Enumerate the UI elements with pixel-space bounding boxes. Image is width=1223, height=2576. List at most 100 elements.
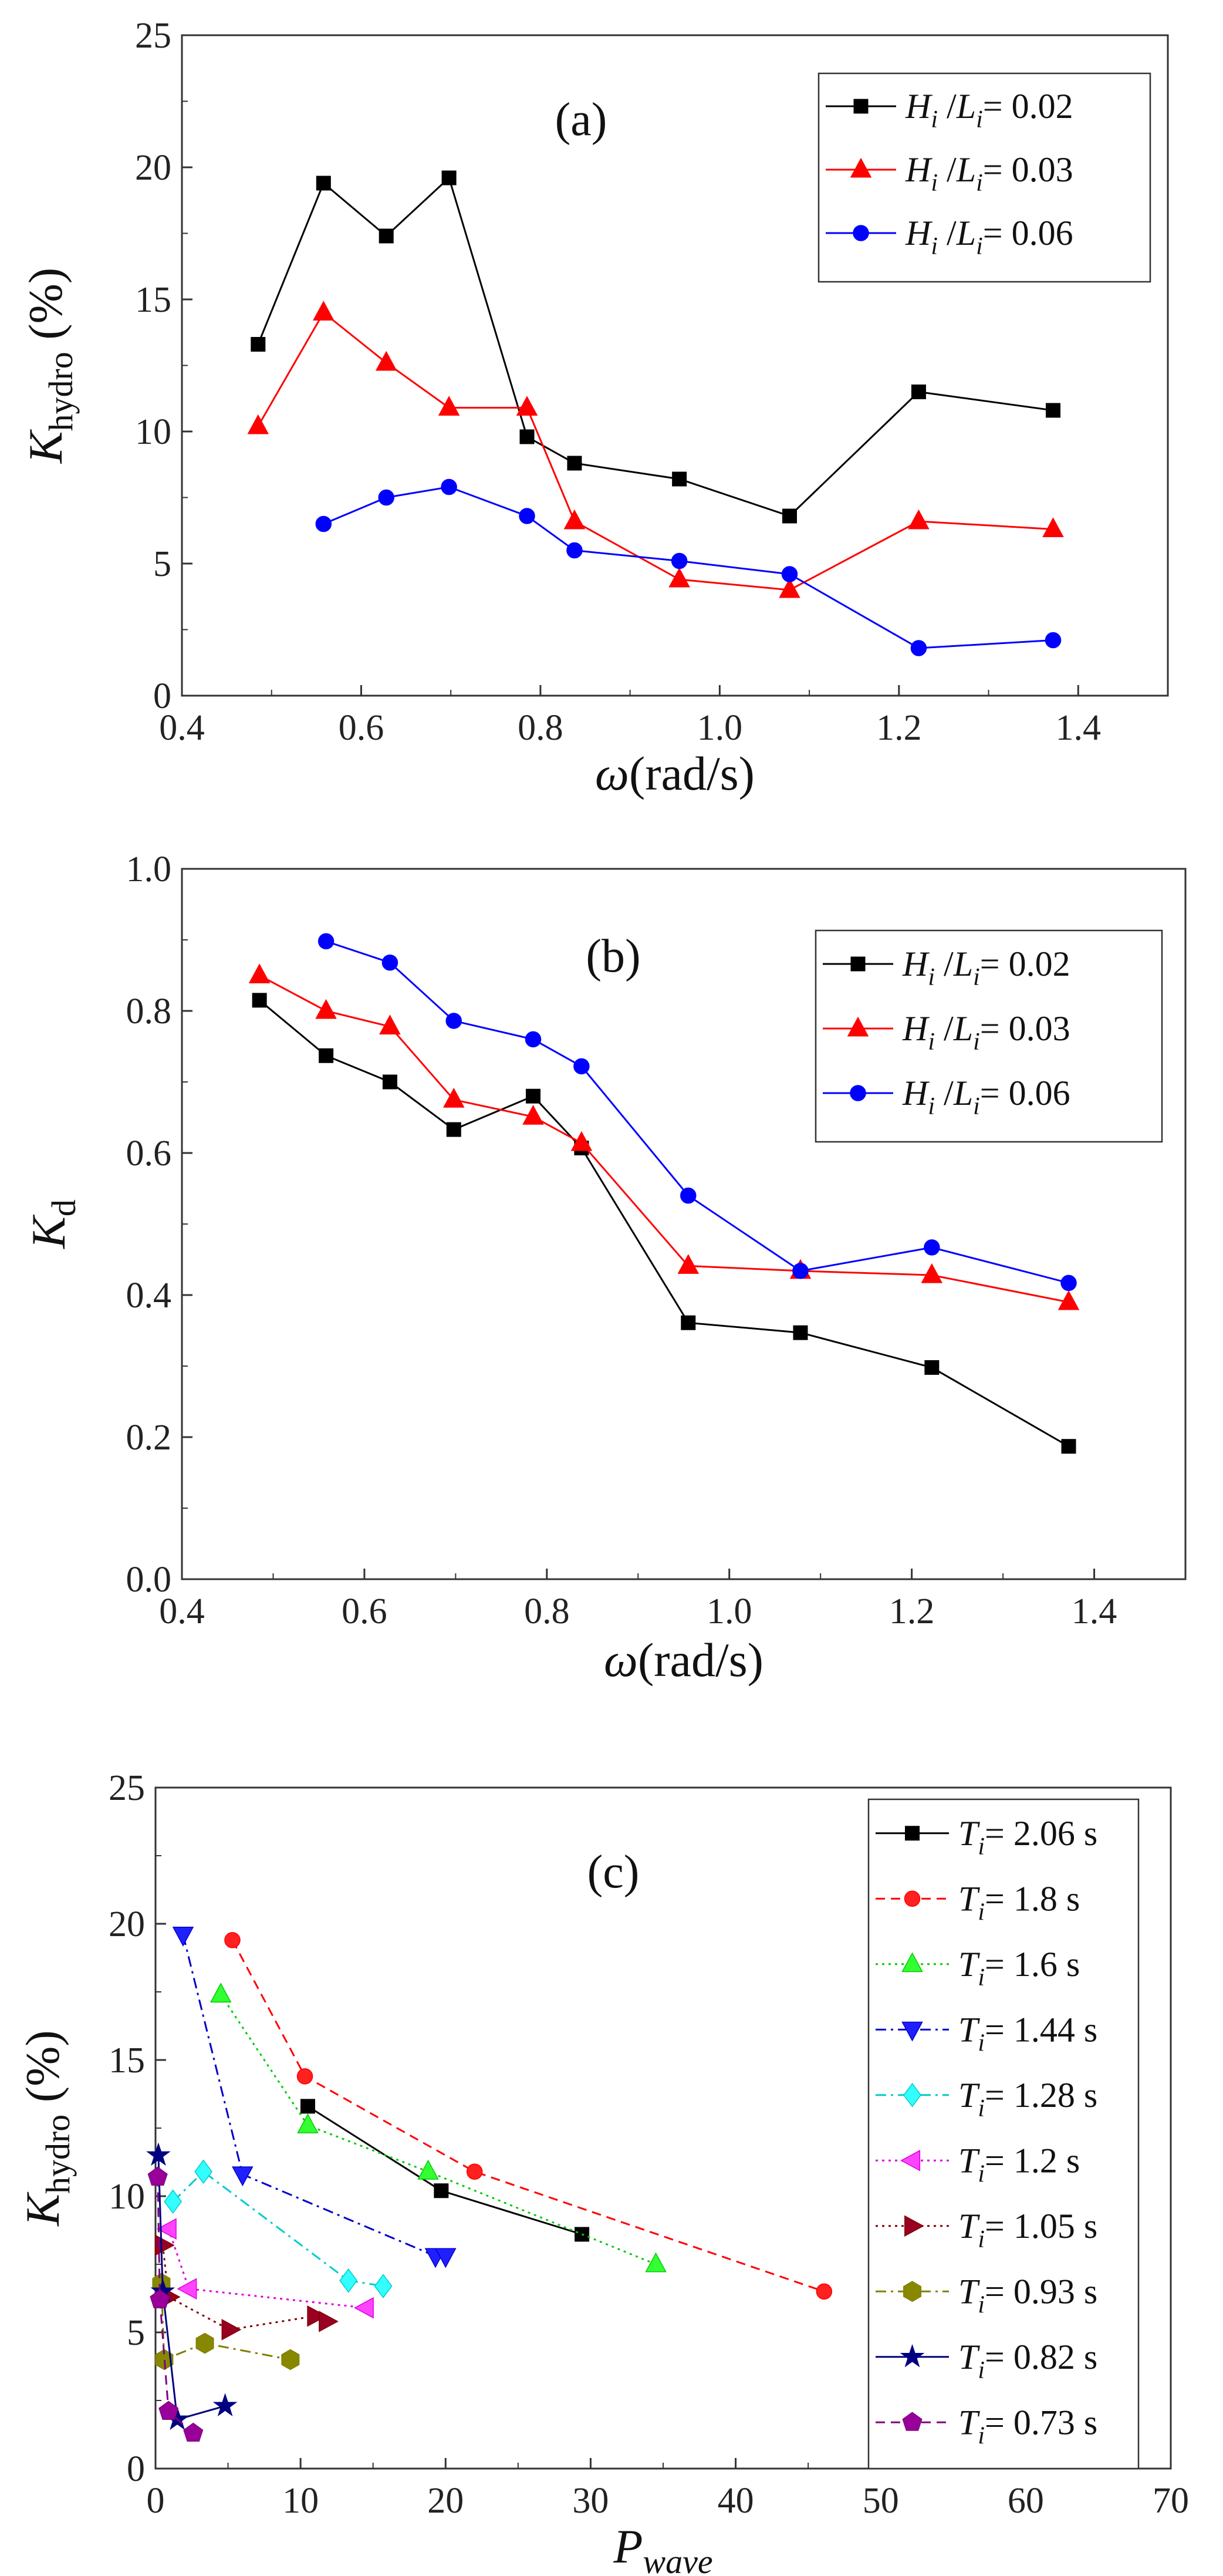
legend-marker bbox=[904, 2215, 924, 2237]
legend-label-part: = 0.06 bbox=[980, 1074, 1070, 1112]
series-2 bbox=[210, 1982, 667, 2272]
legend-label-part: / bbox=[935, 1009, 954, 1048]
legend-marker bbox=[900, 2344, 925, 2368]
series-5 bbox=[156, 2218, 374, 2319]
y-tick-label: 20 bbox=[109, 1904, 145, 1944]
data-point bbox=[573, 1058, 590, 1075]
legend-label: Hi /Li= 0.03 bbox=[902, 1009, 1070, 1056]
data-point bbox=[519, 508, 535, 524]
data-point bbox=[315, 999, 337, 1019]
legend-entry: Ti= 0.93 s bbox=[876, 2272, 1097, 2318]
legend-marker bbox=[850, 1085, 866, 1101]
data-point bbox=[908, 509, 930, 530]
data-point bbox=[519, 429, 535, 444]
data-point bbox=[779, 578, 800, 598]
legend-label: Ti= 0.82 s bbox=[958, 2338, 1097, 2384]
series-line bbox=[160, 2283, 291, 2361]
data-point bbox=[247, 414, 269, 434]
legend-label-part: i bbox=[928, 964, 935, 991]
series-line bbox=[157, 2155, 226, 2421]
legend-entry: Ti= 1.2 s bbox=[876, 2141, 1080, 2187]
legend-label-part: i bbox=[978, 2029, 985, 2056]
legend-entry: Ti= 1.6 s bbox=[876, 1945, 1080, 1991]
y-tick-label: 0.2 bbox=[126, 1418, 172, 1458]
data-point bbox=[382, 1074, 397, 1090]
ylabel-unit: (%) bbox=[16, 2030, 69, 2114]
legend-label: Ti= 1.05 s bbox=[958, 2207, 1097, 2253]
legend-label-part: i bbox=[931, 106, 938, 133]
series-line bbox=[307, 2105, 583, 2236]
legend-label-part: i bbox=[978, 2095, 985, 2122]
x-tick-label: 0.4 bbox=[159, 708, 205, 748]
chart-panel-b: 0.4 0.6 0.8 1.0 1.2 1.4 0.0 0.2 0.4 0.6 0.8 1.0 (b) H… bbox=[126, 849, 1187, 1631]
legend-label-part: = 2.06 s bbox=[985, 1814, 1097, 1853]
legend-label-part: i bbox=[978, 1899, 985, 1926]
data-point bbox=[300, 2099, 315, 2114]
legend-label-part: / bbox=[938, 214, 957, 252]
legend-label-part: L bbox=[956, 87, 976, 126]
legend-marker bbox=[850, 956, 866, 972]
data-point bbox=[782, 508, 797, 524]
data-point bbox=[911, 385, 926, 399]
xlabel-main: ω bbox=[604, 1633, 638, 1687]
legend-entry: Hi /Li= 0.02 bbox=[826, 87, 1073, 133]
legend-marker bbox=[903, 2281, 921, 2302]
legend-label-part: i bbox=[978, 2357, 985, 2384]
x-tick-label: 1.4 bbox=[1072, 1592, 1117, 1631]
series-line bbox=[219, 1994, 657, 2265]
legend-label-part: L bbox=[953, 945, 973, 983]
data-point bbox=[296, 2068, 313, 2085]
data-point bbox=[212, 2393, 238, 2417]
legend-label-part: i bbox=[973, 1029, 980, 1056]
legend-label: Ti= 1.8 s bbox=[958, 1879, 1080, 1926]
data-point bbox=[443, 1087, 465, 1108]
legend-label-part: T bbox=[958, 2076, 980, 2115]
legend-entry: Ti= 0.73 s bbox=[876, 2403, 1097, 2449]
x-tick-label: 60 bbox=[1008, 2481, 1044, 2521]
legend-entry: Hi /Li= 0.03 bbox=[826, 150, 1073, 197]
data-point bbox=[381, 954, 398, 971]
xlabel-main: ω bbox=[595, 747, 629, 800]
legend-label-part: T bbox=[958, 2338, 980, 2376]
series-2 bbox=[315, 478, 1062, 656]
legend-label: Hi /Li= 0.02 bbox=[902, 945, 1070, 991]
legend-label-part: i bbox=[978, 1833, 985, 1860]
series-7 bbox=[152, 2272, 300, 2371]
xlabel-unit: (rad/s) bbox=[638, 1633, 763, 1687]
legend-marker bbox=[847, 1016, 869, 1037]
data-point bbox=[525, 1031, 542, 1048]
series-line bbox=[259, 999, 1069, 1447]
legend-box bbox=[815, 929, 1163, 1143]
x-tick-label: 0.8 bbox=[518, 708, 563, 748]
data-point bbox=[1060, 1274, 1077, 1292]
data-point bbox=[164, 2189, 183, 2214]
legend-label-part: H bbox=[905, 87, 933, 126]
legend-marker bbox=[901, 2021, 923, 2042]
legend-marker bbox=[853, 99, 869, 114]
legend-label-part: H bbox=[902, 945, 930, 983]
y-tick-label: 15 bbox=[135, 280, 171, 320]
x-axis-label: ω(rad/s) bbox=[595, 747, 755, 800]
ylabel-sub: d bbox=[45, 1199, 83, 1216]
legend-label: Ti= 1.28 s bbox=[958, 2076, 1097, 2122]
data-point bbox=[910, 640, 927, 656]
legend-label: Ti= 0.93 s bbox=[958, 2272, 1097, 2318]
data-point bbox=[671, 552, 688, 569]
legend-label-part: = 1.28 s bbox=[985, 2076, 1097, 2115]
legend-box bbox=[817, 72, 1151, 283]
data-point bbox=[434, 2183, 449, 2199]
chart-title: (a) bbox=[555, 94, 607, 146]
data-point bbox=[1045, 632, 1062, 649]
data-point bbox=[315, 515, 332, 532]
x-tick-label: 0 bbox=[147, 2481, 165, 2521]
legend-label-part: = 0.93 s bbox=[985, 2272, 1097, 2311]
x-tick-label: 0.6 bbox=[342, 1592, 387, 1631]
legend-marker bbox=[902, 2412, 923, 2431]
legend-label: Hi /Li= 0.06 bbox=[905, 214, 1073, 260]
ylabel-unit: (%) bbox=[19, 268, 72, 352]
x-tick-label: 40 bbox=[718, 2481, 754, 2521]
data-point bbox=[1058, 1290, 1080, 1310]
data-point bbox=[681, 1315, 696, 1330]
series-line bbox=[167, 2228, 366, 2309]
